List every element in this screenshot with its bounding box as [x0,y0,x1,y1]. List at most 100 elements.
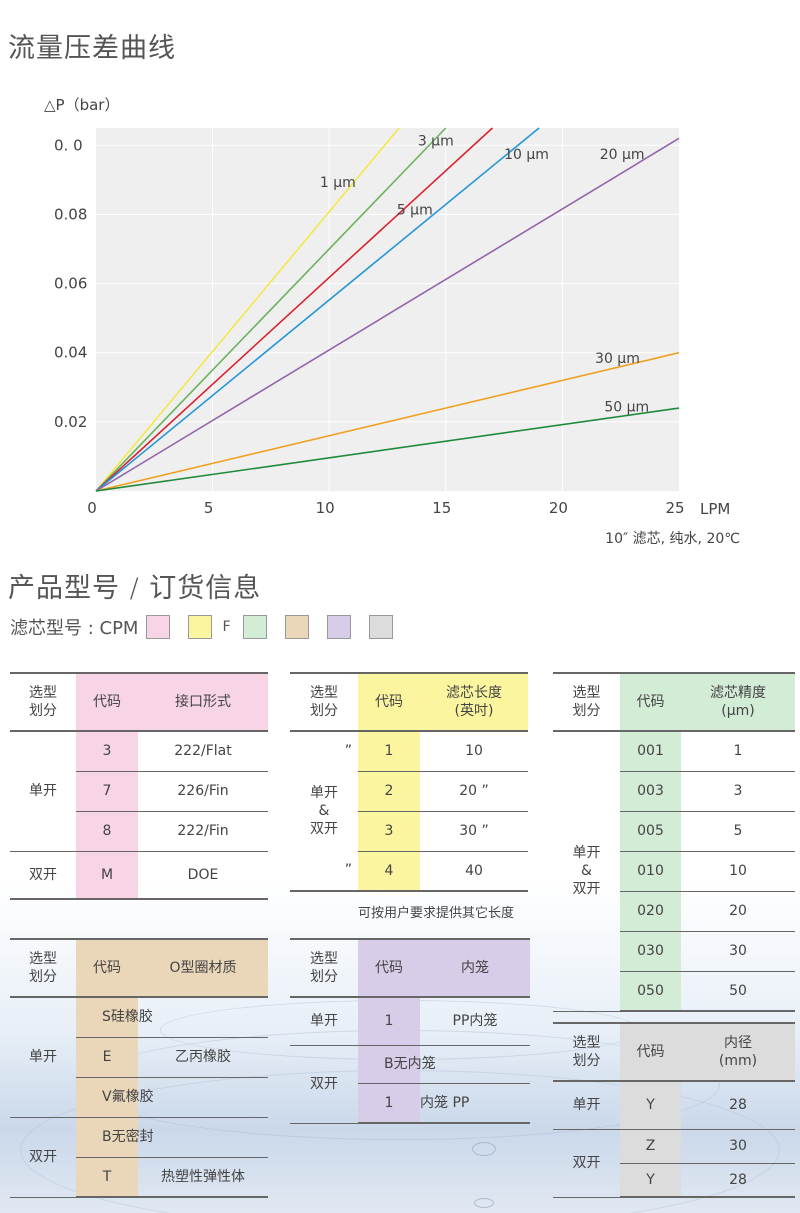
series-label-1: 1 μm [320,175,356,191]
cell-value: 5 [681,811,795,852]
cell-value: 30 [681,1129,795,1164]
y-tick-label: 0.04 [54,344,87,362]
cell-value: 30 [681,931,795,972]
swatch-gray [368,615,393,639]
cell-value: 226/Fin [138,771,268,812]
cell-group: 单开 [10,997,76,1118]
header-precision: 滤芯精度 (μm) [681,672,795,732]
cell-code: 050 [620,971,681,1012]
cell-code: Y [620,1081,681,1130]
cell-value: 内笼 PP [420,1083,530,1124]
cell-code: 4 [358,851,420,892]
header-code: 代码 [620,672,681,732]
x-tick-label: 5 [204,499,214,517]
cell-code: 3 [358,811,420,852]
cell-value: 10 [420,731,528,772]
cell-value: 20 [681,891,795,932]
header-code: 代码 [358,672,420,732]
cell-code: 8 [76,811,138,852]
y-tick-label: 0.06 [54,275,87,293]
series-label-3: 5 μm [397,202,433,218]
cell-group: 双开 [290,1045,358,1124]
plot-background [96,128,679,491]
cell-mark: ” [290,851,358,892]
header-connection: 接口形式 [138,672,268,732]
cell-group: 双开 [10,851,76,900]
y-axis-label: △P（bar） [44,96,119,114]
header-oring: O型圈材质 [138,938,268,998]
table-length: 选型 划分 代码 滤芯长度 (英吋) ” 1 10 单开 & 双开 2 20 ”… [290,672,528,892]
cell-text: B无内笼 [358,1045,530,1084]
x-tick-label: 10 [316,499,335,517]
header-diameter: 内径 (mm) [681,1022,795,1082]
cell-code: Y [620,1163,681,1198]
series-line-3 [95,127,493,492]
cell-text: V氟橡胶 [76,1077,268,1118]
y-tick-label: 0.08 [54,205,87,223]
cell-value: 40 [420,851,528,892]
cell-value: 20 ” [420,771,528,812]
cell-value: 28 [681,1163,795,1198]
header-category: 选型 划分 [553,672,620,732]
cell-code: T [76,1157,138,1198]
plot-lines [95,127,680,492]
cell-code: 1 [358,731,420,772]
header-code: 代码 [76,938,138,998]
series-line-1 [95,127,400,492]
header-category: 选型 划分 [290,938,358,998]
series-label-7: 50 μm [604,399,649,415]
table-cage: 选型 划分 代码 内笼 单开 1 PP内笼 双开 B无内笼 1 内笼 PP [290,938,530,1124]
series-line-5 [95,137,680,492]
series-line-7 [95,407,680,492]
cell-group: 双开 [10,1117,76,1198]
swatch-purple [326,615,351,639]
cell-code: 1 [358,997,420,1046]
cell-value: 222/Flat [138,731,268,772]
chart-caption: 10″ 滤芯, 纯水, 20℃ [605,531,740,547]
series-label-4: 10 μm [504,147,549,163]
cell-code: 030 [620,931,681,972]
cell-value: 10 [681,851,795,892]
table-diameter: 选型 划分 代码 内径 (mm) 单开 Y 28 双开 Z 30 Y 28 [553,1022,795,1198]
header-length: 滤芯长度 (英吋) [420,672,528,732]
cell-code: 003 [620,771,681,812]
cell-code: 7 [76,771,138,812]
header-code: 代码 [76,672,138,732]
swatch-pink [146,615,171,639]
cell-code: 1 [358,1083,420,1124]
series-label-2: 3 μm [418,133,454,149]
cell-code: Z [620,1129,681,1164]
cell-code: 001 [620,731,681,772]
cell-value: 热塑性弹性体 [138,1157,268,1198]
swatch-yellow [188,615,213,639]
axis-ticks: 0 5 10 15 20 25 0.02 0.04 0.06 0.08 0. 0 [54,136,685,517]
cell-mark: ” [344,743,352,760]
series-line-6 [95,351,680,492]
cell-text: B无密封 [76,1117,268,1158]
cell-value: DOE [138,851,268,900]
length-note: 可按用户要求提供其它长度 [358,906,515,921]
cell-value: 30 ” [420,811,528,852]
cell-code: E [76,1037,138,1078]
cell-group: 单开 [10,731,76,852]
series-line-2 [95,127,447,492]
cell-value: 28 [681,1081,795,1130]
cell-group: 单开 & 双开 [310,784,338,838]
series-label-5: 20 μm [600,147,645,163]
y-tick-label: 0. 0 [54,136,83,154]
x-tick-label: 25 [665,499,684,517]
header-category: 选型 划分 [290,672,358,732]
model-legend-label: 滤芯型号 : CPM [10,618,139,639]
x-tick-label: 0 [87,499,97,517]
flow-pressure-chart: 0 5 10 15 20 25 0.02 0.04 0.06 0.08 0. 0 1 μm 3 μm 5… [44,96,740,547]
cell-code: 005 [620,811,681,852]
x-tick-label: 15 [432,499,451,517]
table-precision: 选型 划分 代码 滤芯精度 (μm) 单开 & 双开 001 1 003 3 00… [553,672,795,1012]
cell-code: 2 [358,771,420,812]
header-category: 选型 划分 [10,938,76,998]
cell-value: 1 [681,731,795,772]
series-line-4 [95,127,540,492]
header-cage: 内笼 [420,938,530,998]
cell-code: 010 [620,851,681,892]
model-legend-f: F [222,619,231,635]
